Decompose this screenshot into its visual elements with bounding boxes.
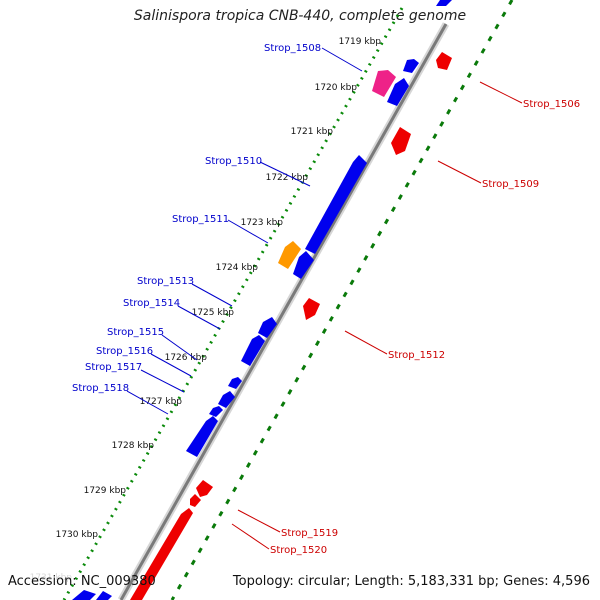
ruler-tick-label: 1722 kbp	[266, 173, 309, 183]
gene-label-strop-1515[interactable]: Strop_1515	[107, 327, 164, 338]
gene-strop-1520-arrow	[130, 508, 193, 600]
gene-label-strop-1510[interactable]: Strop_1510	[205, 156, 262, 167]
gene-label-strop-1508[interactable]: Strop_1508	[264, 43, 321, 54]
gene-label-strop-1511[interactable]: Strop_1511	[172, 214, 229, 225]
gene-strop-1516-arrow	[228, 377, 242, 389]
gene-leader-line	[437, 160, 482, 184]
ruler-tick-label: 1728 kbp	[112, 441, 155, 451]
gene-label-strop-1509[interactable]: Strop_1509	[482, 179, 539, 190]
forward-ruler-dots	[62, 7, 404, 600]
gene-strop-1511-orange-arrow	[278, 241, 301, 269]
ruler-tick-label: 1721 kbp	[291, 127, 334, 137]
gene-blue-1720-arrow	[387, 78, 409, 106]
gene-label-strop-1506[interactable]: Strop_1506	[523, 99, 580, 110]
gene-strop-1517-arrow	[218, 391, 235, 408]
gene-leader-line	[126, 390, 169, 415]
gene-strop-1508-rna-arrow	[372, 70, 396, 97]
gene-label-strop-1516[interactable]: Strop_1516	[96, 346, 153, 357]
gene-strop-1513-arrow	[258, 317, 277, 338]
gene-strop-1518a-arrow	[209, 406, 223, 417]
gene-leader-line	[344, 330, 388, 355]
reverse-ruler-dashes	[170, 0, 514, 600]
gene-label-strop-1520[interactable]: Strop_1520	[270, 545, 327, 556]
gene-leader-line	[140, 369, 185, 393]
genome-summary-text: Topology: circular; Length: 5,183,331 bp…	[232, 574, 590, 589]
gene-leader-line	[227, 219, 269, 244]
ruler-tick-label: 1730 kbp	[56, 530, 99, 540]
ruler-tick-label: 1720 kbp	[315, 83, 358, 93]
gene-leader-line	[191, 283, 233, 307]
gene-label-strop-1513[interactable]: Strop_1513	[137, 276, 194, 287]
gene-leader-line	[177, 305, 221, 330]
ruler-tick-label: 1729 kbp	[84, 486, 127, 496]
gene-strop-1514-arrow	[241, 335, 265, 366]
accession-text: Accession: NC_009380	[8, 574, 156, 589]
gene-label-strop-1514[interactable]: Strop_1514	[123, 298, 180, 309]
ruler-tick-label: 1727 kbp	[140, 397, 183, 407]
gene-label-strop-1517[interactable]: Strop_1517	[85, 362, 142, 373]
top-gene-fragment	[436, 0, 452, 6]
gene-strop-1519b-arrow	[190, 494, 201, 507]
gene-leader-line	[479, 81, 523, 104]
gene-label-strop-1519[interactable]: Strop_1519	[281, 528, 338, 539]
gene-strop-1507-arrow	[403, 59, 419, 73]
gene-leader-line	[161, 334, 198, 361]
ruler-tick-label: 1725 kbp	[192, 308, 235, 318]
gene-blue-1724-arrow	[293, 251, 314, 279]
ruler-tick-label: 1719 kbp	[339, 37, 382, 47]
gene-leader-line	[150, 353, 192, 377]
map-title: Salinispora tropica CNB-440, complete ge…	[133, 8, 467, 24]
backbone	[117, 22, 450, 600]
gene-strop-1510-arrow	[305, 155, 367, 254]
gene-strop-1506-arrow	[436, 52, 452, 70]
ruler-tick-label: 1724 kbp	[216, 263, 259, 273]
gene-strop-1512-arrow	[303, 298, 320, 320]
gene-leader-line	[259, 161, 311, 187]
gene-leader-line	[237, 509, 281, 533]
gene-labels: Strop_1508 Strop_1510 Strop_1511 Strop_1513…	[72, 43, 580, 556]
gene-label-strop-1512[interactable]: Strop_1512	[388, 350, 445, 361]
gene-leader-line	[231, 523, 270, 550]
gene-bottom-blue-arrows	[72, 590, 112, 600]
gene-strop-1509-arrow	[391, 127, 411, 155]
ruler-labels: 1719 kbp 1720 kbp 1721 kbp 1722 kbp 1723 kbp…	[30, 37, 382, 583]
gene-label-strop-1518[interactable]: Strop_1518	[72, 383, 129, 394]
gene-leader-line	[321, 47, 363, 72]
gene-strop-1519-arrow	[196, 480, 213, 497]
ruler-tick-label: 1726 kbp	[165, 353, 208, 363]
ruler-tick-label: 1731 kbp	[30, 573, 73, 583]
ruler-tick-label: 1723 kbp	[241, 218, 284, 228]
gene-strop-1518b-arrow	[186, 416, 218, 457]
